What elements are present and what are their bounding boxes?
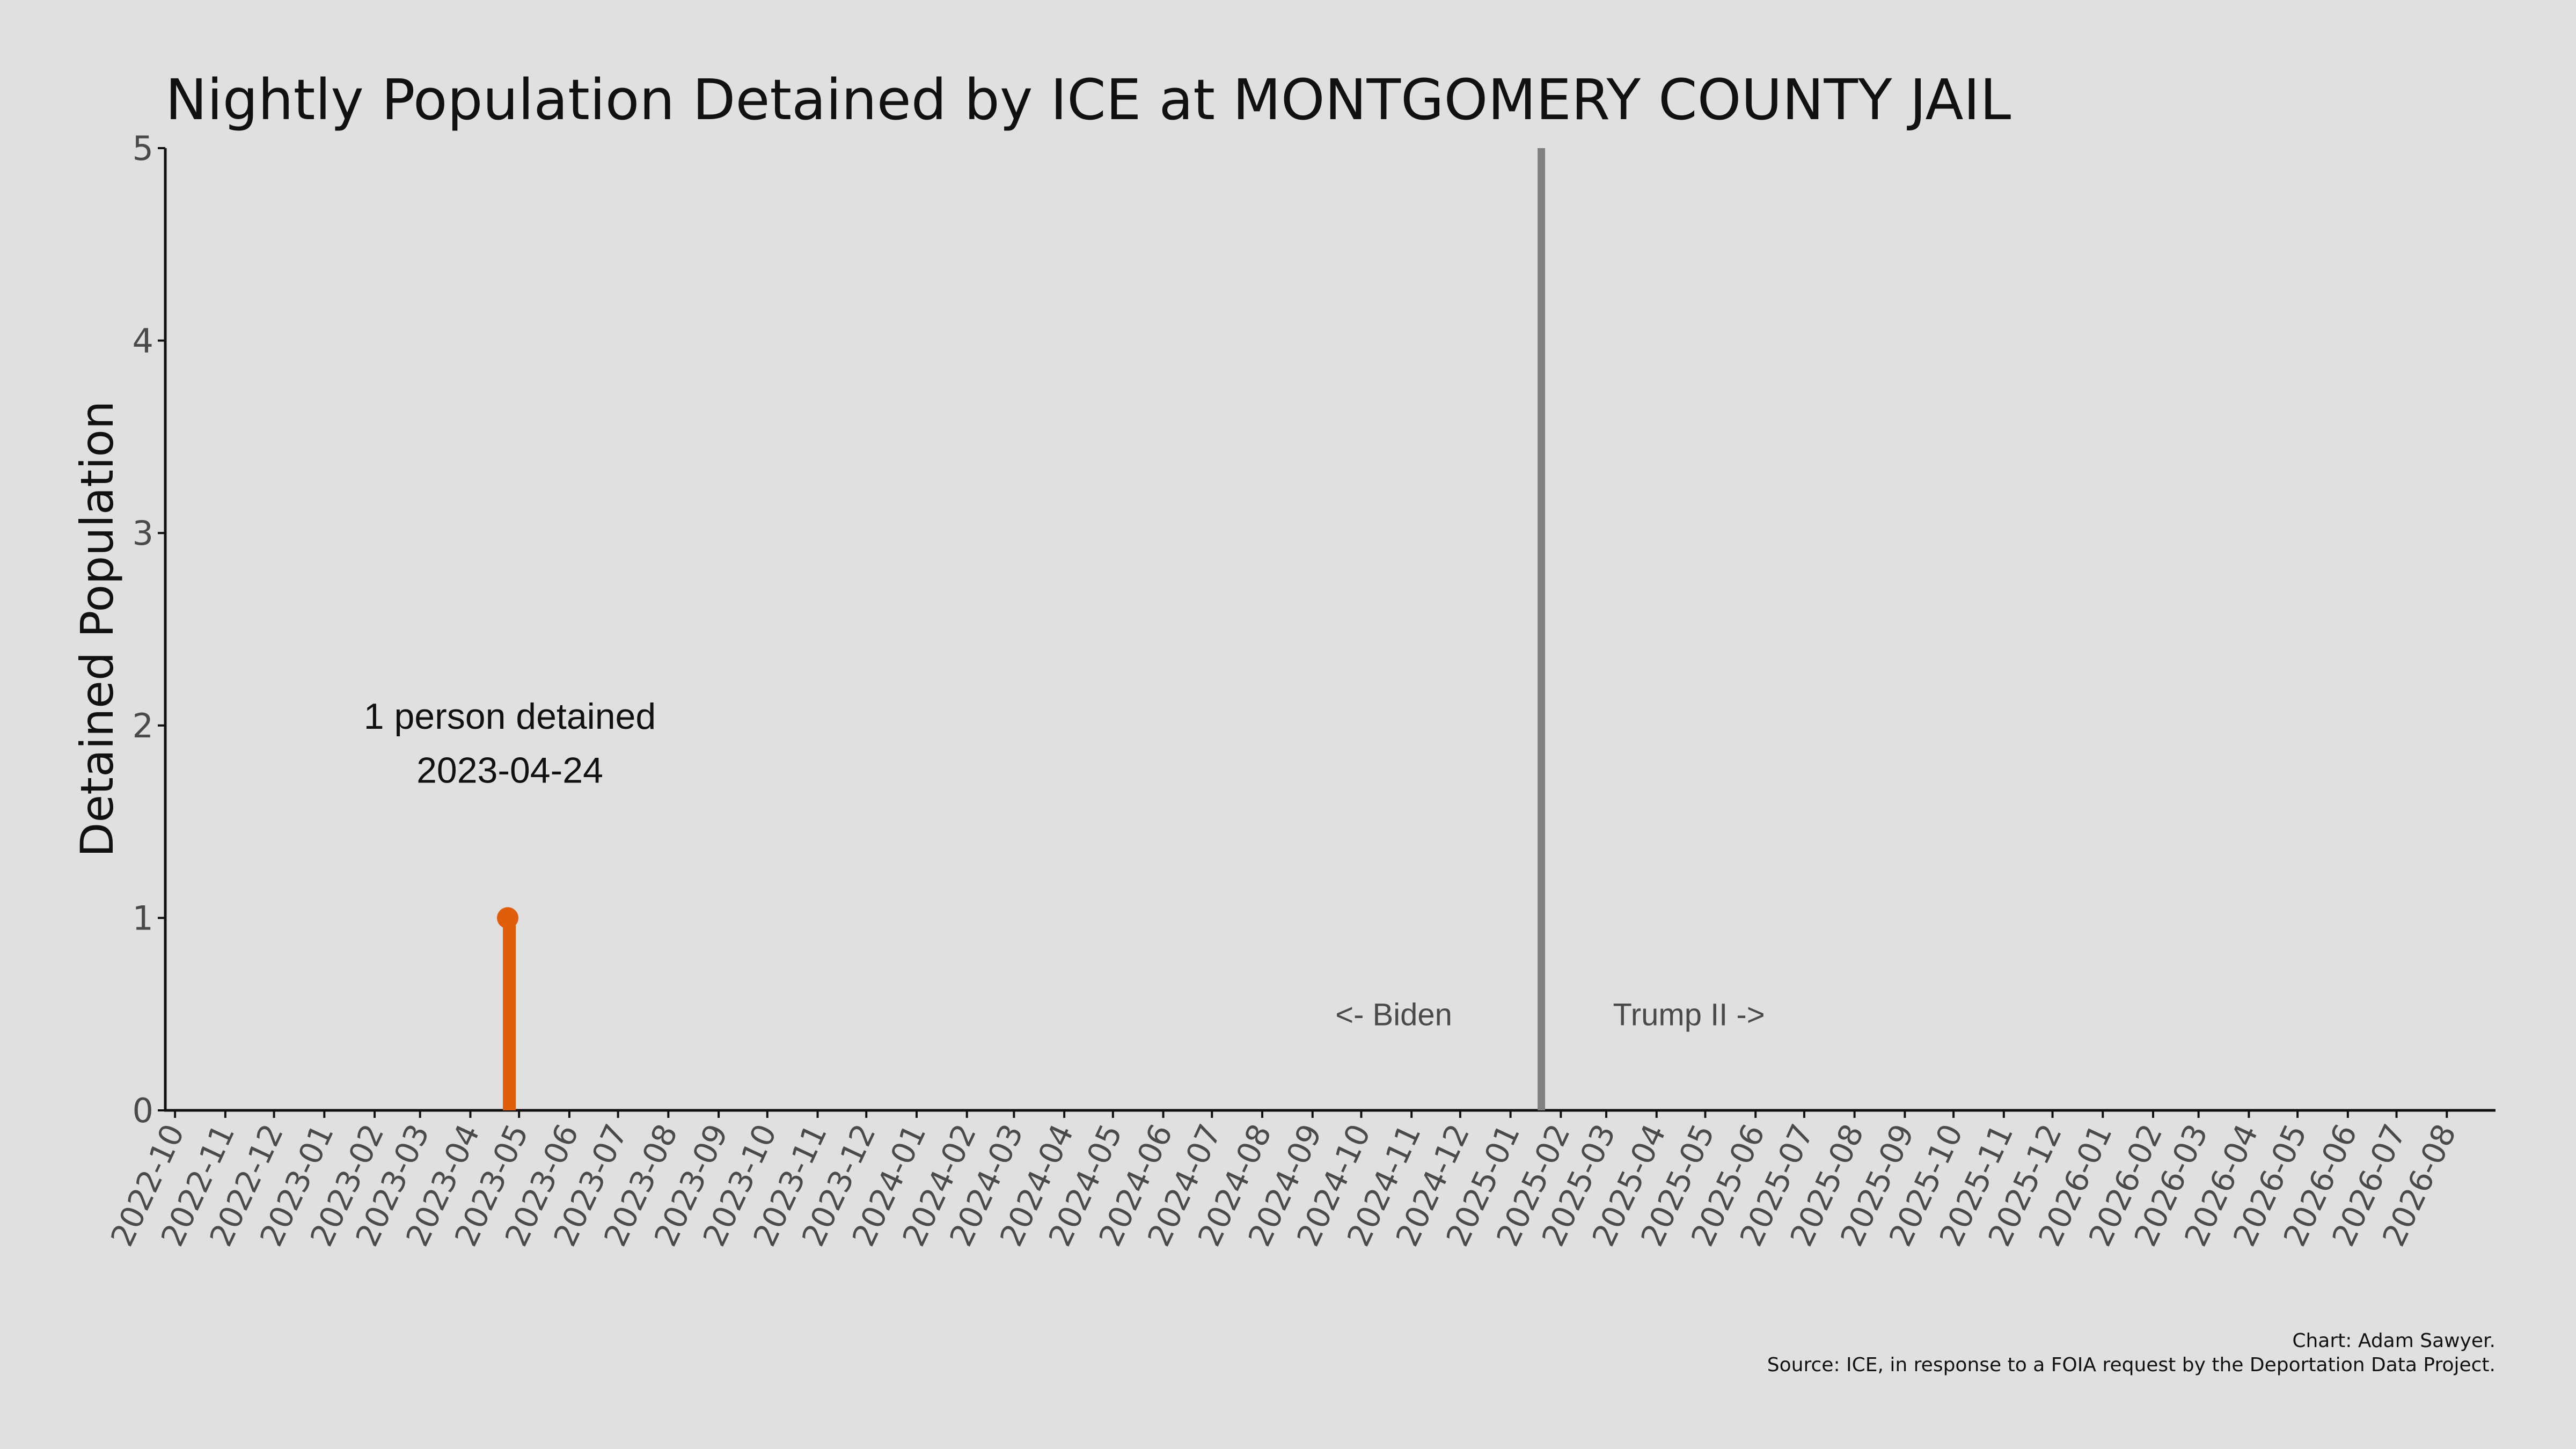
y-tick-label: 1 xyxy=(133,898,153,938)
chart-source: Source: ICE, in response to a FOIA reque… xyxy=(1767,1354,2496,1376)
x-axis-ticks: 2022-102022-112022-122023-012023-022023-… xyxy=(104,1110,2463,1252)
y-tick-label: 3 xyxy=(133,514,153,553)
y-tick-label: 5 xyxy=(133,129,153,168)
y-tick-label: 4 xyxy=(133,321,153,361)
y-tick-label: 0 xyxy=(133,1091,153,1130)
series-line xyxy=(503,911,516,1110)
y-axis-label: Detained Population xyxy=(71,401,123,857)
y-axis-ticks: 0 1 2 3 4 5 xyxy=(133,129,165,1130)
annotation-line-2: 2023-04-24 xyxy=(416,750,603,791)
chart-credit: Chart: Adam Sawyer. xyxy=(2292,1330,2496,1352)
series-layer xyxy=(496,907,518,1110)
annotation-line-1: 1 person detained xyxy=(364,696,656,737)
biden-era-label: <- Biden xyxy=(1335,998,1452,1033)
highlight-point xyxy=(496,907,518,929)
y-tick-label: 2 xyxy=(133,706,153,745)
chart-title: Nightly Population Detained by ICE at MO… xyxy=(165,67,2011,133)
trump-era-label: Trump II -> xyxy=(1613,998,1765,1033)
